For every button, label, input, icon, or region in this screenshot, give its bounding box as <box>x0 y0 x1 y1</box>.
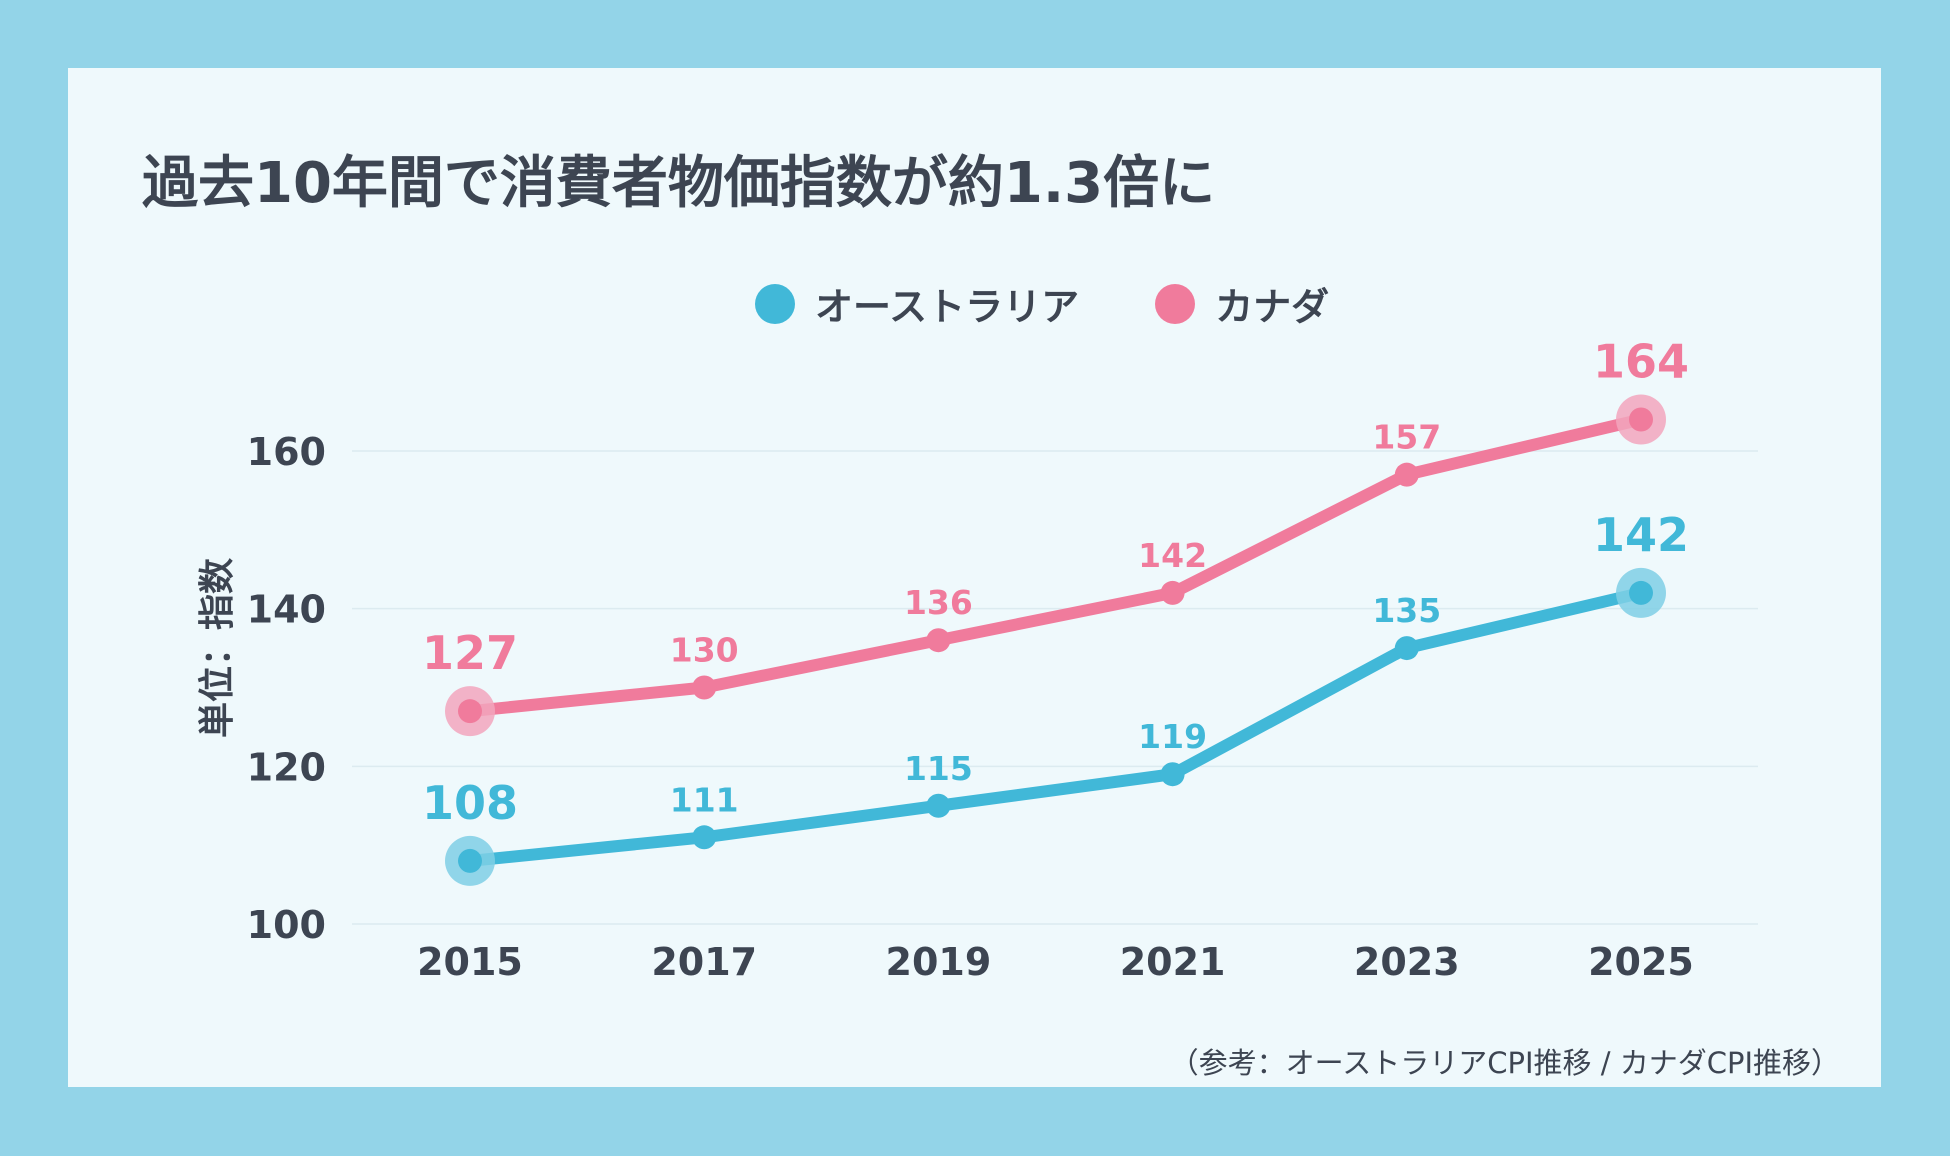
chart-title: 過去10年間で消費者物価指数が約1.3倍に <box>142 151 1216 216</box>
data-label-canada-2023: 157 <box>1372 418 1441 457</box>
legend-label-australia: オーストラリア <box>815 285 1080 329</box>
data-label-australia-2017: 111 <box>670 780 739 819</box>
data-label-canada-2017: 130 <box>670 631 739 670</box>
point-canada-2023 <box>1394 462 1419 487</box>
x-tick-2023: 2023 <box>1354 940 1460 984</box>
data-label-canada-2021: 142 <box>1138 536 1207 575</box>
data-label-australia-2019: 115 <box>904 749 973 788</box>
legend-dot-canada <box>1155 283 1196 324</box>
point-australia-2019 <box>926 793 951 818</box>
data-label-canada-2015: 127 <box>422 626 518 680</box>
data-label-australia-2021: 119 <box>1138 717 1207 756</box>
point-australia-2015 <box>458 848 482 873</box>
data-label-canada-2025: 164 <box>1593 334 1689 388</box>
y-tick-120: 120 <box>247 745 326 789</box>
x-tick-2019: 2019 <box>886 940 992 984</box>
legend: オーストラリア カナダ <box>755 276 1405 331</box>
legend-label-canada: カナダ <box>1215 285 1330 329</box>
point-canada-2021 <box>1160 580 1185 605</box>
point-canada-2025 <box>1629 407 1653 432</box>
legend-dot-australia <box>755 283 795 324</box>
point-australia-2023 <box>1394 636 1419 661</box>
legend-item-australia: オーストラリア <box>755 276 1079 331</box>
x-tick-2015: 2015 <box>417 940 523 984</box>
y-tick-140: 140 <box>247 588 326 632</box>
data-label-australia-2023: 135 <box>1372 591 1441 630</box>
source-note: （参考：オーストラリアCPI推移 / カナダCPI推移） <box>1169 1046 1840 1080</box>
point-australia-2021 <box>1160 762 1185 787</box>
x-tick-2025: 2025 <box>1588 940 1694 984</box>
series-line-canada <box>464 413 1647 718</box>
y-tick-100: 100 <box>247 903 326 947</box>
legend-item-canada: カナダ <box>1155 276 1329 331</box>
series-line-australia <box>464 586 1647 867</box>
point-canada-2015 <box>458 699 482 724</box>
chart-card <box>68 68 1881 1087</box>
data-label-australia-2025: 142 <box>1593 508 1689 562</box>
data-label-australia-2015: 108 <box>422 776 518 830</box>
data-label-canada-2019: 136 <box>904 583 973 622</box>
y-tick-160: 160 <box>247 430 326 474</box>
x-tick-2017: 2017 <box>651 940 757 984</box>
point-canada-2019 <box>926 628 951 653</box>
x-tick-2021: 2021 <box>1120 940 1226 984</box>
point-australia-2025 <box>1629 580 1653 605</box>
point-australia-2017 <box>692 825 717 850</box>
point-canada-2017 <box>692 675 717 700</box>
